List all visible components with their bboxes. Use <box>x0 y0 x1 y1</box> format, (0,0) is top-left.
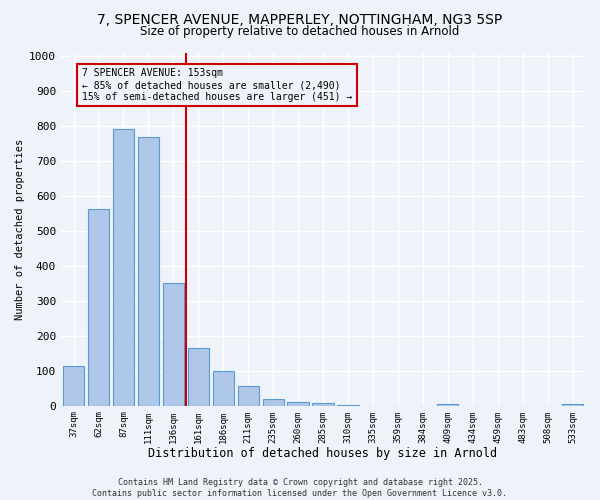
Y-axis label: Number of detached properties: Number of detached properties <box>15 138 25 320</box>
Bar <box>163 284 184 406</box>
Text: 7 SPENCER AVENUE: 153sqm
← 85% of detached houses are smaller (2,490)
15% of sem: 7 SPENCER AVENUE: 153sqm ← 85% of detach… <box>82 68 352 102</box>
Bar <box>88 209 109 406</box>
Bar <box>263 400 284 406</box>
X-axis label: Distribution of detached houses by size in Arnold: Distribution of detached houses by size … <box>148 447 497 460</box>
Bar <box>138 136 159 406</box>
Bar <box>287 402 308 406</box>
Bar <box>313 403 334 406</box>
Text: 7, SPENCER AVENUE, MAPPERLEY, NOTTINGHAM, NG3 5SP: 7, SPENCER AVENUE, MAPPERLEY, NOTTINGHAM… <box>97 12 503 26</box>
Bar <box>188 348 209 406</box>
Bar <box>113 128 134 406</box>
Bar <box>562 404 583 406</box>
Text: Size of property relative to detached houses in Arnold: Size of property relative to detached ho… <box>140 25 460 38</box>
Bar <box>212 372 234 406</box>
Bar <box>63 366 84 406</box>
Bar <box>238 386 259 406</box>
Text: Contains HM Land Registry data © Crown copyright and database right 2025.
Contai: Contains HM Land Registry data © Crown c… <box>92 478 508 498</box>
Bar <box>437 404 458 406</box>
